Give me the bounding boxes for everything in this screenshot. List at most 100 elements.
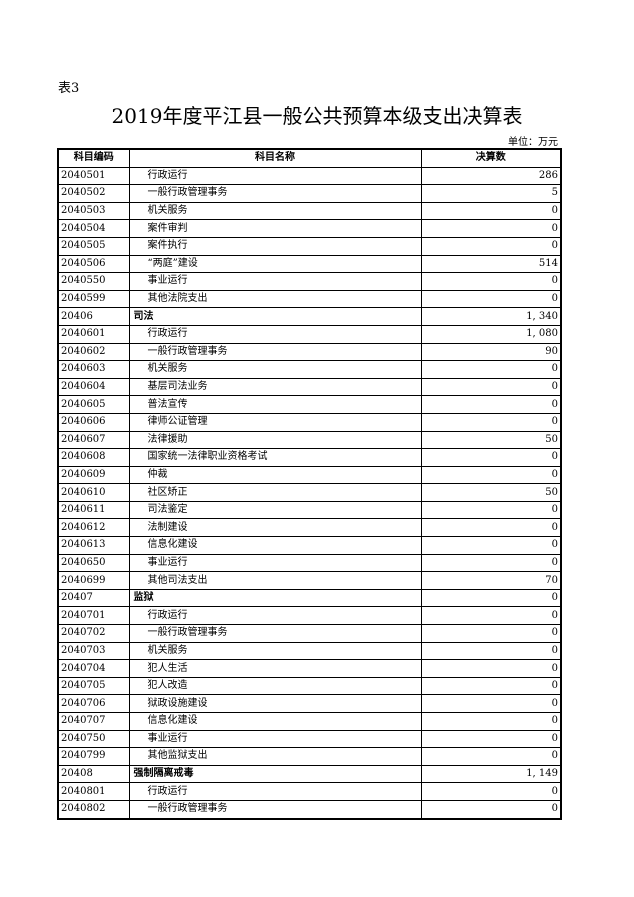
row-name: 国家统一法律职业资格考试 <box>128 448 422 467</box>
row-amount: 0 <box>420 676 562 696</box>
row-code: 2040612 <box>57 518 130 538</box>
row-name: 案件执行 <box>128 236 422 256</box>
row-name: 犯人生活 <box>128 659 422 678</box>
row-amount: 5 <box>420 184 562 203</box>
row-name: 事业运行 <box>128 272 422 291</box>
table-row: 2040750 事业运行 0 <box>57 729 562 749</box>
row-name: 其他法院支出 <box>128 289 422 309</box>
row-amount: 0 <box>420 272 562 291</box>
row-code: 2040602 <box>57 342 130 362</box>
table-row: 2040704 犯人生活 0 <box>57 659 562 678</box>
table-row: 2040707 信息化建设 0 <box>57 712 562 731</box>
table-row: 2040607 法律援助 50 <box>57 430 562 450</box>
table-row: 2040504 案件审判 0 <box>57 219 562 238</box>
table-row: 2040799 其他监狱支出 0 <box>57 747 562 766</box>
row-amount: 0 <box>420 412 562 432</box>
table-row: 20406 司法 1, 340 <box>57 307 562 326</box>
row-code: 2040503 <box>57 201 130 221</box>
row-code: 2040601 <box>57 324 130 344</box>
row-name: 其他监狱支出 <box>128 747 422 766</box>
row-code: 2040703 <box>57 641 130 661</box>
row-amount: 0 <box>420 360 562 379</box>
table-row: 2040505 案件执行 0 <box>57 236 562 256</box>
row-code: 2040799 <box>57 747 130 766</box>
row-code: 2040706 <box>57 694 130 713</box>
row-name: 案件审判 <box>128 219 422 238</box>
table-row: 20407 监狱 0 <box>57 588 562 608</box>
table-row: 2040699 其他司法支出 70 <box>57 571 562 590</box>
row-amount: 0 <box>420 236 562 256</box>
row-name: 司法 <box>128 307 422 326</box>
table-row: 2040705 犯人改造 0 <box>57 676 562 696</box>
table-row: 2040602 一般行政管理事务 90 <box>57 342 562 362</box>
row-amount: 0 <box>420 747 562 766</box>
table-row: 2040801 行政运行 0 <box>57 782 562 801</box>
row-name: 狱政设施建设 <box>128 694 422 713</box>
row-code: 2040699 <box>57 571 130 590</box>
row-name: 一般行政管理事务 <box>128 624 422 643</box>
table-row: 2040611 司法鉴定 0 <box>57 500 562 520</box>
row-amount: 0 <box>420 694 562 713</box>
row-code: 20407 <box>57 588 130 608</box>
table-row: 2040606 律师公证管理 0 <box>57 412 562 432</box>
header-code: 科目编码 <box>57 148 130 168</box>
row-amount: 0 <box>420 553 562 573</box>
row-code: 2040599 <box>57 289 130 309</box>
table-row: 2040701 行政运行 0 <box>57 606 562 626</box>
row-name: 犯人改造 <box>128 676 422 696</box>
row-amount: 0 <box>420 518 562 538</box>
row-code: 2040701 <box>57 606 130 626</box>
row-amount: 0 <box>420 641 562 661</box>
row-name: 社区矫正 <box>128 483 422 502</box>
row-code: 2040705 <box>57 676 130 696</box>
row-name: 事业运行 <box>128 553 422 573</box>
table-row: 2040609 仲裁 0 <box>57 465 562 485</box>
table-row: 2040802 一般行政管理事务 0 <box>57 799 562 820</box>
row-code: 2040801 <box>57 782 130 801</box>
row-amount: 0 <box>420 782 562 801</box>
header-name: 科目名称 <box>128 148 422 168</box>
row-code: 2040502 <box>57 184 130 203</box>
table-row: 2040604 基层司法业务 0 <box>57 377 562 397</box>
table-row: 2040603 机关服务 0 <box>57 360 562 379</box>
row-code: 2040603 <box>57 360 130 379</box>
row-name: 行政运行 <box>128 606 422 626</box>
row-name: 一般行政管理事务 <box>128 799 422 820</box>
table-row: 2040550 事业运行 0 <box>57 272 562 291</box>
table-row: 2040650 事业运行 0 <box>57 553 562 573</box>
row-name: 监狱 <box>128 588 422 608</box>
row-code: 2040606 <box>57 412 130 432</box>
row-code: 2040613 <box>57 536 130 555</box>
row-amount: 1, 340 <box>420 307 562 326</box>
row-code: 2040504 <box>57 219 130 238</box>
row-code: 2040702 <box>57 624 130 643</box>
unit-label: 单位：万元 <box>508 137 558 148</box>
row-name: 行政运行 <box>128 782 422 801</box>
row-amount: 0 <box>420 289 562 309</box>
row-amount: 286 <box>420 166 562 186</box>
row-name: 司法鉴定 <box>128 500 422 520</box>
row-name: 律师公证管理 <box>128 412 422 432</box>
row-name: 机关服务 <box>128 201 422 221</box>
row-amount: 0 <box>420 395 562 414</box>
row-name: 基层司法业务 <box>128 377 422 397</box>
row-code: 2040704 <box>57 659 130 678</box>
table-row: 2040501 行政运行 286 <box>57 166 562 186</box>
header-amount: 决算数 <box>420 148 562 168</box>
row-code: 2040605 <box>57 395 130 414</box>
row-name: 一般行政管理事务 <box>128 184 422 203</box>
row-amount: 0 <box>420 624 562 643</box>
row-amount: 0 <box>420 536 562 555</box>
row-code: 2040609 <box>57 465 130 485</box>
row-name: 行政运行 <box>128 166 422 186</box>
row-name: 信息化建设 <box>128 536 422 555</box>
table-number: 表3 <box>58 81 80 96</box>
table-row: 20408 强制隔离戒毒 1, 149 <box>57 764 562 784</box>
row-amount: 0 <box>420 201 562 221</box>
page-title: 2019年度平江县一般公共预算本级支出决算表 <box>111 104 523 128</box>
budget-table: 科目编码 科目名称 决算数 2040501 行政运行 286 2040502 一般行政管… <box>57 148 562 820</box>
row-name: 普法宣传 <box>128 395 422 414</box>
row-amount: 0 <box>420 606 562 626</box>
table-row: 2040605 普法宣传 0 <box>57 395 562 414</box>
row-code: 2040550 <box>57 272 130 291</box>
